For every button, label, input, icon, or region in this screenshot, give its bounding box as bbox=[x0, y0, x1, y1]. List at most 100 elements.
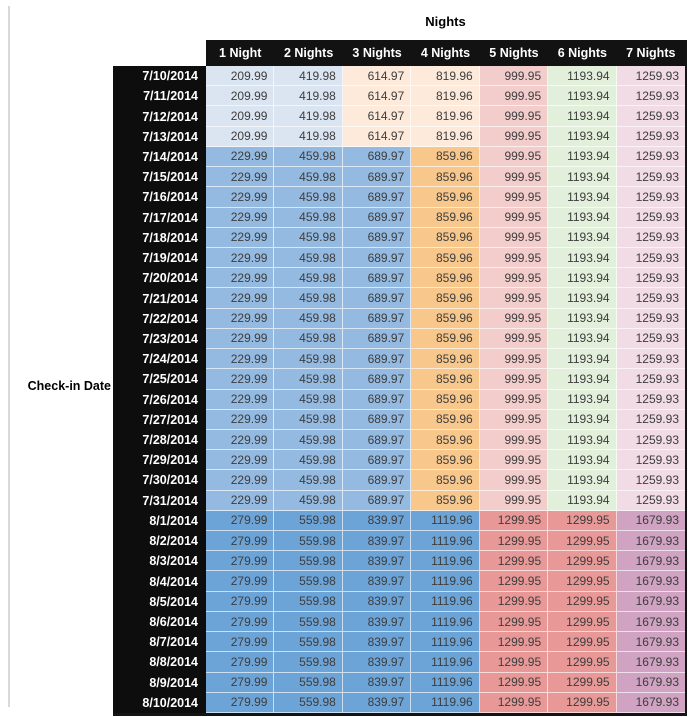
price-cell[interactable]: 999.95 bbox=[479, 369, 549, 390]
price-cell[interactable]: 839.97 bbox=[342, 672, 412, 693]
price-cell[interactable]: 459.98 bbox=[274, 409, 343, 430]
price-cell[interactable]: 459.98 bbox=[274, 207, 343, 228]
price-cell[interactable]: 1299.95 bbox=[548, 551, 617, 572]
row-header-checkin-date[interactable]: 7/19/2014 bbox=[113, 247, 206, 269]
price-cell[interactable]: 859.96 bbox=[411, 227, 480, 248]
price-cell[interactable]: 1299.95 bbox=[479, 531, 549, 552]
price-cell[interactable]: 1193.94 bbox=[548, 429, 617, 451]
price-cell[interactable]: 229.99 bbox=[206, 288, 275, 309]
price-cell[interactable]: 689.97 bbox=[342, 207, 412, 228]
price-cell[interactable]: 859.96 bbox=[411, 247, 480, 269]
price-cell[interactable]: 999.95 bbox=[479, 450, 549, 471]
row-header-checkin-date[interactable]: 7/22/2014 bbox=[113, 308, 206, 329]
price-cell[interactable]: 1193.94 bbox=[548, 106, 617, 127]
price-cell[interactable]: 859.96 bbox=[411, 429, 480, 451]
row-header-checkin-date[interactable]: 7/30/2014 bbox=[113, 470, 206, 491]
price-cell[interactable]: 1193.94 bbox=[548, 268, 617, 289]
price-cell[interactable]: 689.97 bbox=[342, 167, 412, 188]
row-header-checkin-date[interactable]: 7/10/2014 bbox=[113, 66, 206, 87]
price-cell[interactable]: 1119.96 bbox=[411, 591, 480, 612]
price-cell[interactable]: 1259.93 bbox=[616, 126, 685, 147]
price-cell[interactable]: 1119.96 bbox=[411, 672, 480, 693]
price-cell[interactable]: 859.96 bbox=[411, 490, 480, 511]
price-cell[interactable]: 1259.93 bbox=[616, 288, 685, 309]
price-cell[interactable]: 689.97 bbox=[342, 389, 412, 410]
price-cell[interactable]: 459.98 bbox=[274, 389, 343, 410]
price-cell[interactable]: 459.98 bbox=[274, 227, 343, 248]
price-cell[interactable]: 459.98 bbox=[274, 450, 343, 471]
price-cell[interactable]: 1193.94 bbox=[548, 328, 617, 350]
price-cell[interactable]: 839.97 bbox=[342, 531, 412, 552]
price-cell[interactable]: 1679.93 bbox=[616, 632, 685, 653]
price-cell[interactable]: 999.95 bbox=[479, 247, 549, 269]
price-cell[interactable]: 1259.93 bbox=[616, 247, 685, 269]
price-cell[interactable]: 279.99 bbox=[206, 510, 275, 532]
price-cell[interactable]: 859.96 bbox=[411, 146, 480, 168]
price-cell[interactable]: 279.99 bbox=[206, 672, 275, 693]
price-cell[interactable]: 459.98 bbox=[274, 490, 343, 511]
price-cell[interactable]: 1259.93 bbox=[616, 349, 685, 370]
price-cell[interactable]: 279.99 bbox=[206, 571, 275, 592]
price-cell[interactable]: 689.97 bbox=[342, 146, 412, 168]
row-header-checkin-date[interactable]: 8/6/2014 bbox=[113, 611, 206, 633]
price-cell[interactable]: 559.98 bbox=[274, 672, 343, 693]
price-cell[interactable]: 229.99 bbox=[206, 450, 275, 471]
price-cell[interactable]: 689.97 bbox=[342, 409, 412, 430]
price-cell[interactable]: 614.97 bbox=[342, 126, 412, 147]
row-header-checkin-date[interactable]: 7/26/2014 bbox=[113, 389, 206, 410]
price-cell[interactable]: 839.97 bbox=[342, 591, 412, 612]
price-cell[interactable]: 689.97 bbox=[342, 349, 412, 370]
price-cell[interactable]: 1193.94 bbox=[548, 369, 617, 390]
price-cell[interactable]: 1299.95 bbox=[479, 652, 549, 673]
price-cell[interactable]: 209.99 bbox=[206, 106, 275, 127]
price-cell[interactable]: 1193.94 bbox=[548, 207, 617, 228]
price-cell[interactable]: 229.99 bbox=[206, 470, 275, 491]
price-cell[interactable]: 859.96 bbox=[411, 349, 480, 370]
price-cell[interactable]: 999.95 bbox=[479, 167, 549, 188]
price-cell[interactable]: 999.95 bbox=[479, 187, 549, 208]
price-cell[interactable]: 1119.96 bbox=[411, 510, 480, 532]
price-cell[interactable]: 419.98 bbox=[274, 106, 343, 127]
price-cell[interactable]: 1259.93 bbox=[616, 106, 685, 127]
row-header-checkin-date[interactable]: 8/7/2014 bbox=[113, 632, 206, 653]
price-cell[interactable]: 1193.94 bbox=[548, 66, 617, 87]
row-header-checkin-date[interactable]: 7/28/2014 bbox=[113, 429, 206, 451]
price-cell[interactable]: 689.97 bbox=[342, 268, 412, 289]
price-cell[interactable]: 999.95 bbox=[479, 490, 549, 511]
price-cell[interactable]: 559.98 bbox=[274, 531, 343, 552]
price-cell[interactable]: 859.96 bbox=[411, 187, 480, 208]
price-cell[interactable]: 459.98 bbox=[274, 429, 343, 451]
price-cell[interactable]: 839.97 bbox=[342, 632, 412, 653]
price-cell[interactable]: 1679.93 bbox=[616, 652, 685, 673]
row-header-checkin-date[interactable]: 8/5/2014 bbox=[113, 591, 206, 612]
price-cell[interactable]: 999.95 bbox=[479, 86, 549, 107]
price-cell[interactable]: 1193.94 bbox=[548, 86, 617, 107]
row-header-checkin-date[interactable]: 7/27/2014 bbox=[113, 409, 206, 430]
price-cell[interactable]: 559.98 bbox=[274, 692, 343, 713]
price-cell[interactable]: 229.99 bbox=[206, 247, 275, 269]
price-cell[interactable]: 459.98 bbox=[274, 187, 343, 208]
price-cell[interactable]: 1259.93 bbox=[616, 187, 685, 208]
row-header-checkin-date[interactable]: 7/29/2014 bbox=[113, 450, 206, 471]
price-cell[interactable]: 1119.96 bbox=[411, 632, 480, 653]
price-cell[interactable]: 229.99 bbox=[206, 429, 275, 451]
price-cell[interactable]: 279.99 bbox=[206, 692, 275, 713]
price-cell[interactable]: 689.97 bbox=[342, 288, 412, 309]
row-header-checkin-date[interactable]: 7/25/2014 bbox=[113, 369, 206, 390]
price-cell[interactable]: 559.98 bbox=[274, 652, 343, 673]
price-cell[interactable]: 614.97 bbox=[342, 86, 412, 107]
price-cell[interactable]: 1119.96 bbox=[411, 571, 480, 592]
price-cell[interactable]: 859.96 bbox=[411, 207, 480, 228]
price-cell[interactable]: 279.99 bbox=[206, 652, 275, 673]
price-cell[interactable]: 1193.94 bbox=[548, 490, 617, 511]
price-cell[interactable]: 1259.93 bbox=[616, 308, 685, 329]
price-cell[interactable]: 1299.95 bbox=[479, 632, 549, 653]
price-cell[interactable]: 999.95 bbox=[479, 66, 549, 87]
price-cell[interactable]: 859.96 bbox=[411, 389, 480, 410]
price-cell[interactable]: 999.95 bbox=[479, 106, 549, 127]
price-cell[interactable]: 1193.94 bbox=[548, 389, 617, 410]
row-header-checkin-date[interactable]: 7/18/2014 bbox=[113, 227, 206, 248]
price-cell[interactable]: 1193.94 bbox=[548, 187, 617, 208]
price-cell[interactable]: 459.98 bbox=[274, 268, 343, 289]
price-cell[interactable]: 1299.95 bbox=[548, 591, 617, 612]
